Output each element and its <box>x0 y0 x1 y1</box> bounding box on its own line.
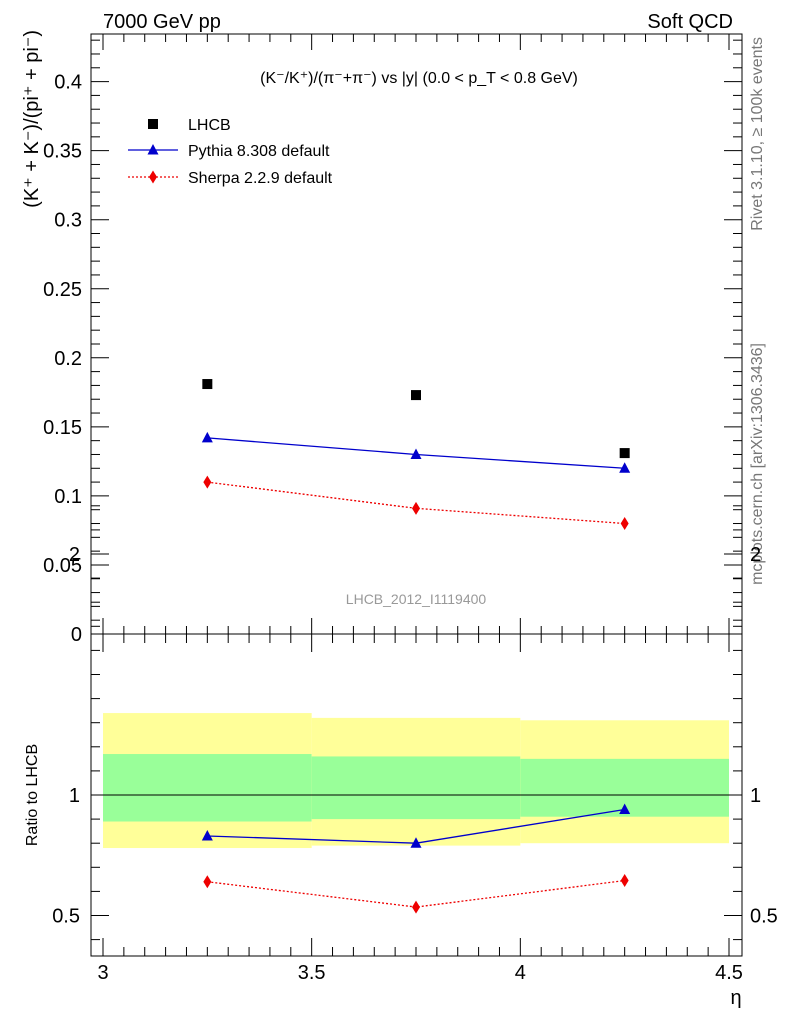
data-point-0-2 <box>619 448 630 459</box>
x-tick-label: 3 <box>97 962 108 984</box>
ratio-point-0-2 <box>619 803 631 814</box>
ratio-point-1-1 <box>412 900 420 914</box>
data-point-2-1 <box>412 501 420 515</box>
ratio-point-0-0 <box>201 829 213 841</box>
uncertainty-band-inner-1 <box>311 756 521 820</box>
ratio-point-1-0 <box>203 875 212 889</box>
ratio-plot-frame <box>90 633 743 957</box>
x-tick-label: 4.5 <box>715 962 743 984</box>
legend-marker-2 <box>149 170 157 184</box>
rivet-version-label: Rivet 3.1.10, ≥ 100k events <box>749 37 766 231</box>
data-point-0-0 <box>202 379 213 390</box>
series-line-2 <box>207 481 625 525</box>
main-axis-ticks: 0 0.05 0.1 0.15 0.2 0.25 0.3 0.35 0.4 <box>43 34 742 646</box>
y-tick-label: 0.25 <box>43 279 82 301</box>
x-axis-label: η <box>730 987 741 1009</box>
legend: LHCB Pythia 8.308 default Sherpa 2.2.9 def… <box>128 117 333 187</box>
legend-entry-2: Sherpa 2.2.9 default <box>188 170 333 187</box>
ratio-y-tick-label: 2 <box>69 544 80 566</box>
analysis-watermark: LHCB_2012_I1119400 <box>346 591 487 607</box>
header-category-label: Soft QCD <box>647 11 733 33</box>
y-tick-label: 0.15 <box>43 417 82 439</box>
data-point-0-1 <box>411 390 421 401</box>
ratio-y-tick-label-right: 2 <box>750 544 761 566</box>
ratio-y-axis-label: Ratio to LHCB <box>24 744 41 846</box>
legend-entry-0: LHCB <box>188 117 231 134</box>
legend-entry-1: Pythia 8.308 default <box>188 143 330 160</box>
uncertainty-band-inner-0 <box>103 754 312 822</box>
y-tick-label: 0.2 <box>54 348 82 370</box>
data-point-2-2 <box>620 517 629 531</box>
legend-marker-1 <box>147 144 159 155</box>
y-tick-label: 0.4 <box>54 72 82 94</box>
x-tick-label: 4 <box>515 962 526 984</box>
ratio-y-tick-label: 0.5 <box>52 906 80 928</box>
y-tick-label: 0.1 <box>54 486 82 508</box>
y-tick-label: 0.3 <box>54 210 82 232</box>
x-tick-label: 3.5 <box>298 962 326 984</box>
header-beam-label: 7000 GeV pp <box>103 11 221 33</box>
y-tick-label: 0.05 <box>43 555 82 577</box>
ratio-y-tick-label-right: 0.5 <box>750 906 778 928</box>
y-axis-label: (K⁺ + K⁻)/(pi⁺ + pi⁻) <box>21 30 43 208</box>
main-series-layer <box>201 379 631 531</box>
ratio-point-1-2 <box>620 874 629 888</box>
ratio-series-layer <box>201 803 631 914</box>
data-point-1-1 <box>410 448 422 459</box>
data-point-1-2 <box>619 462 631 473</box>
plot-title: (K⁻/K⁺)/(π⁻+π⁻) vs |y| (0.0 < p_T < 0.8 … <box>260 70 578 87</box>
main-plot-panel: (K⁻/K⁺)/(π⁻+π⁻) vs |y| (0.0 < p_T < 0.8 … <box>21 30 743 646</box>
y-tick-label: 0 <box>71 624 82 646</box>
data-point-2-0 <box>203 475 212 489</box>
ratio-plot-panel: 0.5 0.5 1 1 2 2 3 3.5 4 4.5 Ratio to LHCB η <box>24 505 778 1009</box>
data-point-1-0 <box>201 431 213 443</box>
mcplots-label: mcplots.cern.ch [arXiv:1306.3436] <box>749 343 766 585</box>
ratio-y-tick-label-right: 1 <box>750 785 761 807</box>
y-tick-label: 0.35 <box>43 141 82 163</box>
ratio-point-0-1 <box>410 837 422 848</box>
legend-marker-0 <box>148 119 158 129</box>
ratio-axis-ticks: 0.5 0.5 1 1 2 2 3 3.5 4 4.5 <box>52 505 778 984</box>
ratio-y-tick-label: 1 <box>69 785 80 807</box>
ratio-uncertainty-bands <box>103 713 729 849</box>
